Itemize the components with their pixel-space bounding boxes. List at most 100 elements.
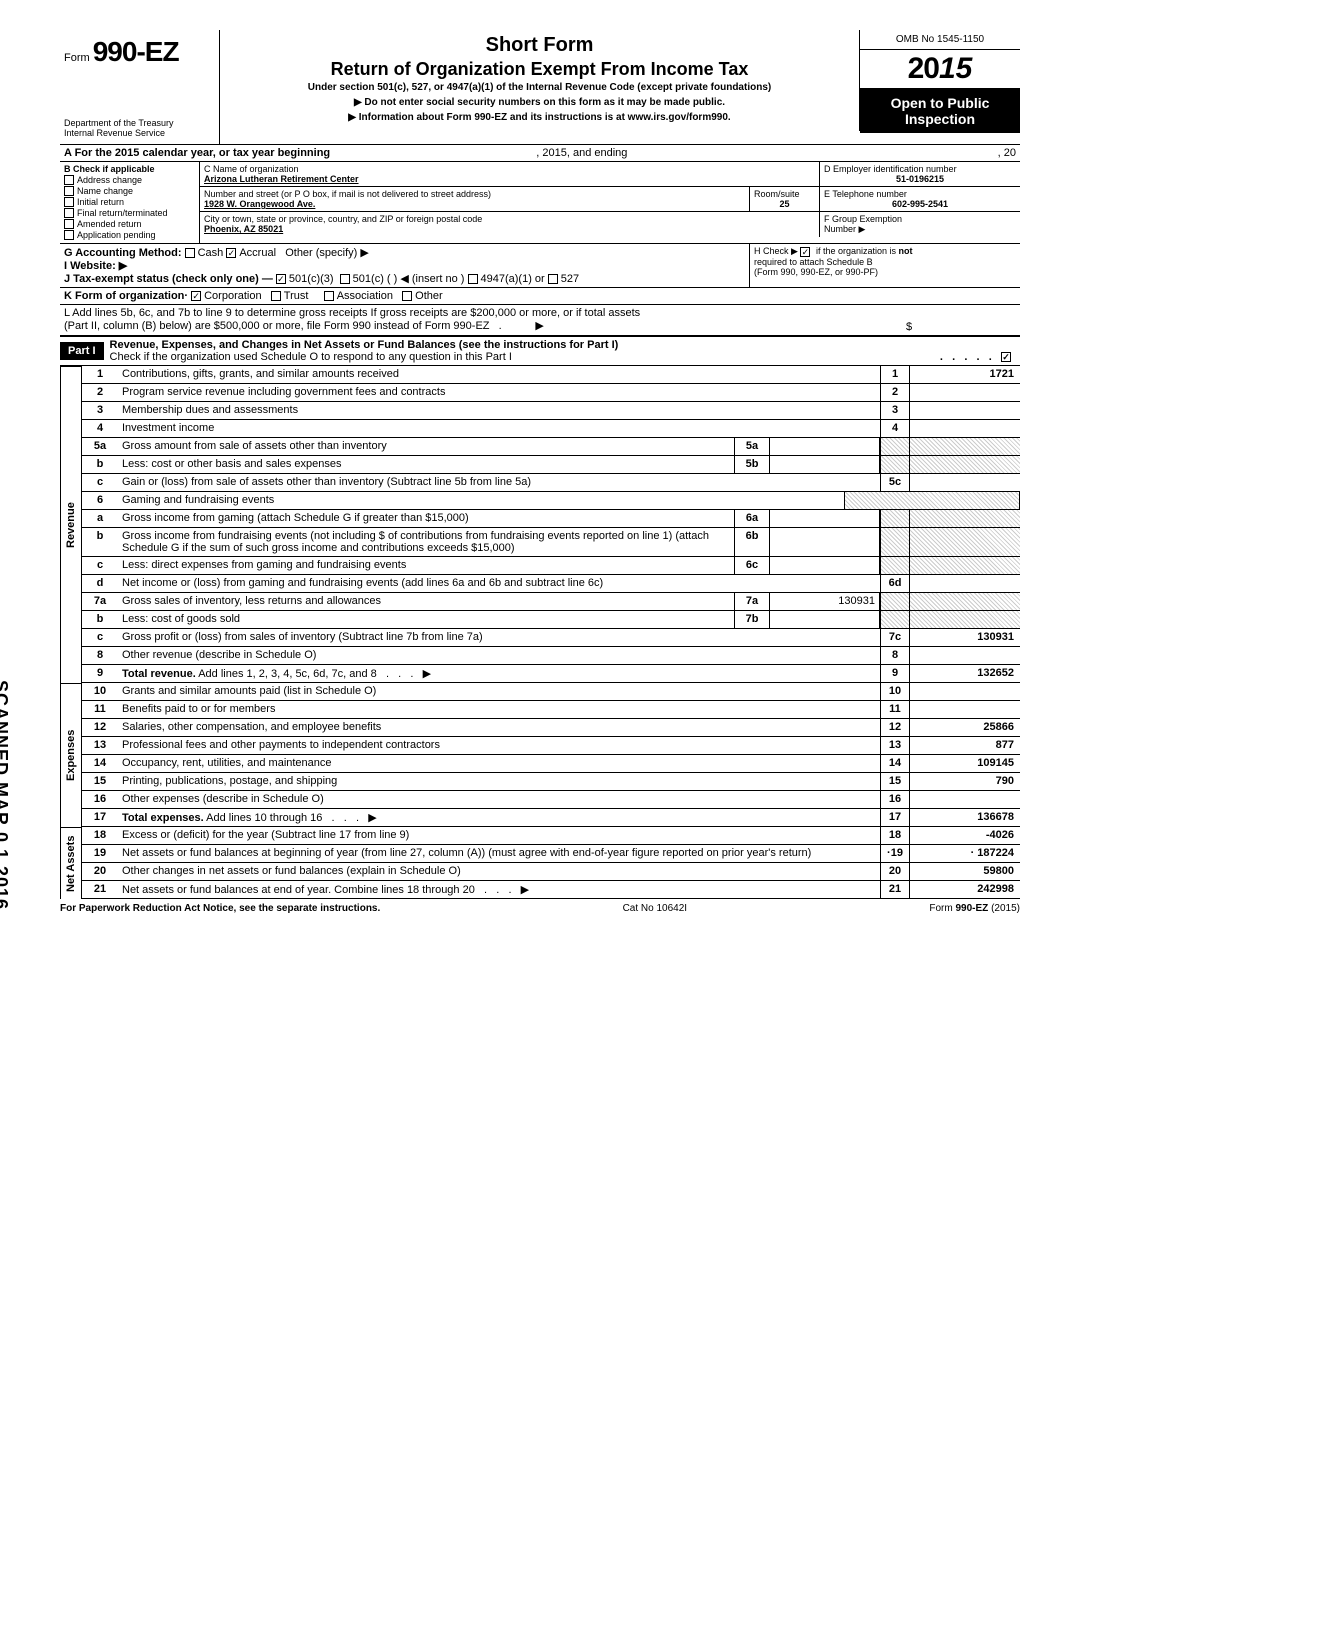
check-name-change[interactable]: Name change [64, 186, 195, 196]
form-label: Form [64, 52, 90, 64]
line-end-num: 3 [880, 402, 910, 419]
check-other-org[interactable] [402, 291, 412, 301]
line-number: 16 [82, 791, 118, 808]
line-number: 12 [82, 719, 118, 736]
footer-form: 990-EZ [956, 903, 989, 914]
line-mid-num: 5b [734, 456, 770, 473]
line-end-num: 10 [880, 683, 910, 700]
room-label: Room/suite [754, 189, 815, 199]
col-b-label: B Check if applicable [64, 164, 195, 174]
check-trust[interactable] [271, 291, 281, 301]
line-description: Other changes in net assets or fund bala… [118, 863, 880, 880]
line-end-value [910, 402, 1020, 419]
line-number: 3 [82, 402, 118, 419]
line-end-value: 130931 [910, 629, 1020, 646]
501c-label: 501(c) ( [353, 273, 391, 285]
check-schedule-b[interactable]: ✓ [800, 247, 810, 257]
city-value: Phoenix, AZ 85021 [204, 224, 815, 234]
line-number: 9 [82, 665, 118, 682]
line-description: Gaming and fundraising events [118, 492, 844, 509]
line-description: Gross amount from sale of assets other t… [118, 438, 734, 455]
part-1-title: Revenue, Expenses, and Changes in Net As… [110, 339, 619, 351]
line-number: b [82, 528, 118, 556]
entity-info-grid: B Check if applicable Address change Nam… [60, 162, 1020, 244]
line-description: Net income or (loss) from gaming and fun… [118, 575, 880, 592]
corp-label: Corporation [204, 290, 261, 302]
check-amended[interactable]: Amended return [64, 219, 195, 229]
line-number: 13 [82, 737, 118, 754]
row-gh: G Accounting Method: Cash ✓Accrual Other… [60, 244, 1020, 288]
row-k-label: K Form of organization· [64, 290, 188, 302]
netassets-side-label: Net Assets [60, 827, 82, 899]
form-line-9: 9Total revenue. Add lines 1, 2, 3, 4, 5c… [82, 665, 1020, 683]
subtitle: Under section 501(c), 527, or 4947(a)(1)… [228, 82, 851, 93]
check-cash[interactable] [185, 248, 195, 258]
line-number: 8 [82, 647, 118, 664]
line-end-val-shaded [910, 456, 1020, 473]
line-mid-num: 7b [734, 611, 770, 628]
line-end-num: 15 [880, 773, 910, 790]
line-mid-value [770, 528, 880, 556]
line-end-value [910, 384, 1020, 401]
check-schedule-o[interactable]: ✓ [1001, 352, 1011, 362]
form-line-20: 20Other changes in net assets or fund ba… [82, 863, 1020, 881]
net-assets-section: Net Assets 18Excess or (deficit) for the… [60, 827, 1020, 899]
form-number: 990-EZ [93, 36, 179, 67]
check-label: Amended return [77, 219, 142, 229]
form-line-13: 13Professional fees and other payments t… [82, 737, 1020, 755]
line-end-num: 7c [880, 629, 910, 646]
check-initial-return[interactable]: Initial return [64, 197, 195, 207]
form-line-21: 21Net assets or fund balances at end of … [82, 881, 1020, 899]
line-number: 14 [82, 755, 118, 772]
line-number: 18 [82, 827, 118, 844]
row-a-label: A For the 2015 calendar year, or tax yea… [64, 147, 330, 159]
line-number: b [82, 611, 118, 628]
omb-number: OMB No 1545-1150 [860, 30, 1020, 50]
4947-label: 4947(a)(1) or [481, 273, 545, 285]
form-line-b: bLess: cost or other basis and sales exp… [82, 456, 1020, 474]
form-line-3: 3Membership dues and assessments3 [82, 402, 1020, 420]
line-description: Investment income [118, 420, 880, 437]
check-accrual[interactable]: ✓ [226, 248, 236, 258]
form-line-1: 1Contributions, gifts, grants, and simil… [82, 366, 1020, 384]
footer-mid: Cat No 10642I [623, 903, 688, 914]
scanned-stamp: SCANNED MAR 0 1 2016 [0, 680, 11, 910]
open-public-1: Open to Public [862, 95, 1018, 111]
line-mid-num: 6a [734, 510, 770, 527]
line-mid-value [770, 438, 880, 455]
line-mid-num: 6c [734, 557, 770, 574]
check-label: Application pending [77, 230, 156, 240]
line-number: 11 [82, 701, 118, 718]
check-501c[interactable] [340, 274, 350, 284]
line-mid-num: 7a [734, 593, 770, 610]
line-end-value: -4026 [910, 827, 1020, 844]
line-end-value [910, 420, 1020, 437]
line-mid-value [770, 456, 880, 473]
line-end-num: 6d [880, 575, 910, 592]
check-assoc[interactable] [324, 291, 334, 301]
check-4947[interactable] [468, 274, 478, 284]
year-suffix: 15 [939, 52, 972, 85]
check-527[interactable] [548, 274, 558, 284]
line-description: Program service revenue including govern… [118, 384, 880, 401]
check-pending[interactable]: Application pending [64, 230, 195, 240]
line-number: 10 [82, 683, 118, 700]
row-l-arrow: ▶ [535, 320, 543, 332]
line-description: Membership dues and assessments [118, 402, 880, 419]
row-g-label: G Accounting Method: [64, 247, 182, 259]
form-line-5a: 5aGross amount from sale of assets other… [82, 438, 1020, 456]
check-address-change[interactable]: Address change [64, 175, 195, 185]
page-footer: For Paperwork Reduction Act Notice, see … [60, 899, 1020, 918]
check-501c3[interactable]: ✓ [276, 274, 286, 284]
line-end-value: 242998 [910, 881, 1020, 898]
line-description: Other revenue (describe in Schedule O) [118, 647, 880, 664]
room-value: 25 [754, 199, 815, 209]
footer-left: For Paperwork Reduction Act Notice, see … [60, 903, 380, 914]
row-i-website: I Website: ▶ [64, 259, 745, 272]
form-line-18: 18Excess or (deficit) for the year (Subt… [82, 827, 1020, 845]
assoc-label: Association [337, 290, 393, 302]
line-end-val-shaded [910, 528, 1020, 556]
check-final-return[interactable]: Final return/terminated [64, 208, 195, 218]
line-mid-num: 5a [734, 438, 770, 455]
check-corp[interactable]: ✓ [191, 291, 201, 301]
